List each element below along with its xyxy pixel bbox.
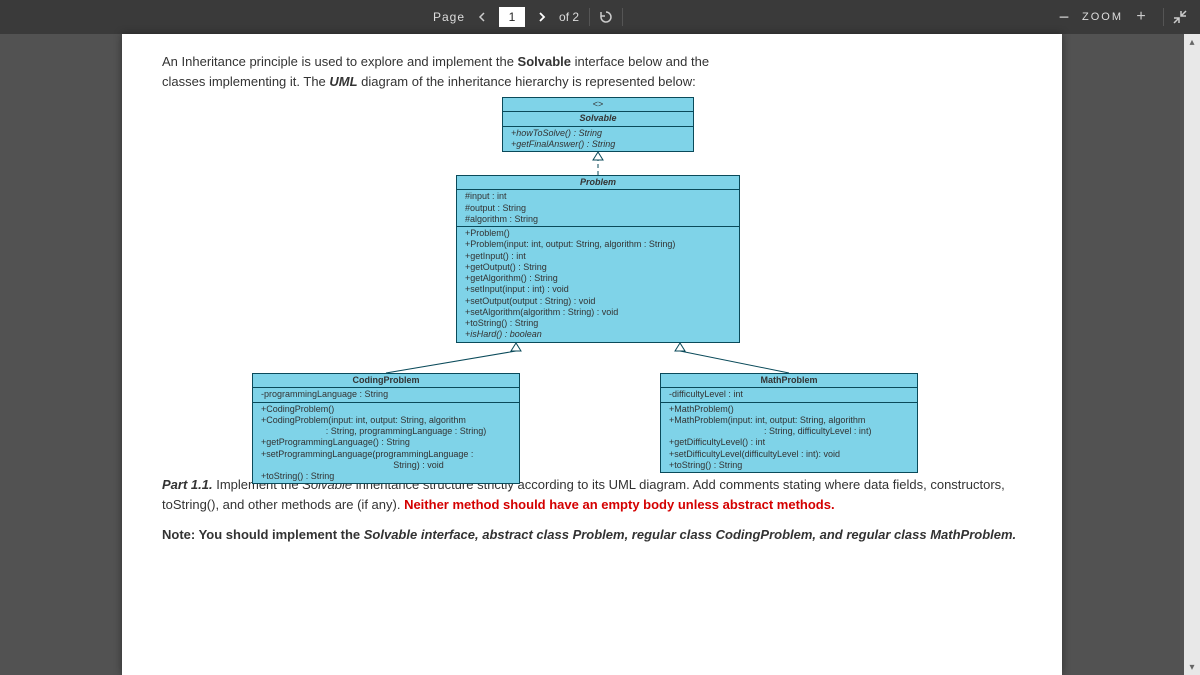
scroll-up-button[interactable]: ▴ xyxy=(1184,34,1200,50)
uml-class-box: Problem#input : int#output : String#algo… xyxy=(456,175,740,343)
part-red-warning: Neither method should have an empty body… xyxy=(404,497,835,512)
page-total-label: of 2 xyxy=(559,10,579,24)
intro-paragraph: An Inheritance principle is used to expl… xyxy=(162,34,1022,91)
uml-diagram: <>Solvable+howToSolve() : String+getFina… xyxy=(162,95,1022,463)
uml-class-box: MathProblem-difficultyLevel : int+MathPr… xyxy=(660,373,918,473)
intro-bold-uml: UML xyxy=(329,74,357,89)
scroll-down-button[interactable]: ▾ xyxy=(1184,659,1200,675)
vertical-scrollbar[interactable]: ▴ ▾ xyxy=(1184,34,1200,675)
note-bold: Solvable interface, abstract class Probl… xyxy=(364,527,1016,542)
document-page: An Inheritance principle is used to expl… xyxy=(122,34,1062,675)
intro-text: interface below and the xyxy=(571,54,709,69)
next-page-button[interactable] xyxy=(531,6,553,28)
zoom-out-button[interactable]: − xyxy=(1052,5,1076,29)
intro-bold-solvable: Solvable xyxy=(518,54,571,69)
document-area: An Inheritance principle is used to expl… xyxy=(0,34,1184,675)
prev-page-button[interactable] xyxy=(471,6,493,28)
intro-text: classes implementing it. The xyxy=(162,74,329,89)
pdf-toolbar: Page of 2 − ZOOM + xyxy=(0,0,1200,34)
uml-class-box: CodingProblem-programmingLanguage : Stri… xyxy=(252,373,520,484)
page-number-input[interactable] xyxy=(499,7,525,27)
rotate-button[interactable] xyxy=(594,5,618,29)
part-lead: Part 1.1. xyxy=(162,477,213,492)
uml-class-box: <>Solvable+howToSolve() : String+getFina… xyxy=(502,97,694,152)
part-1-1: Part 1.1. Implement the Solvable inherit… xyxy=(162,475,1022,545)
fullscreen-button[interactable] xyxy=(1168,5,1192,29)
note-lead: Note: You should implement the xyxy=(162,527,364,542)
zoom-in-button[interactable]: + xyxy=(1129,5,1153,29)
intro-text: diagram of the inheritance hierarchy is … xyxy=(358,74,696,89)
intro-text: An Inheritance principle is used to expl… xyxy=(162,54,518,69)
zoom-label: ZOOM xyxy=(1082,11,1123,23)
page-label: Page xyxy=(433,10,465,24)
